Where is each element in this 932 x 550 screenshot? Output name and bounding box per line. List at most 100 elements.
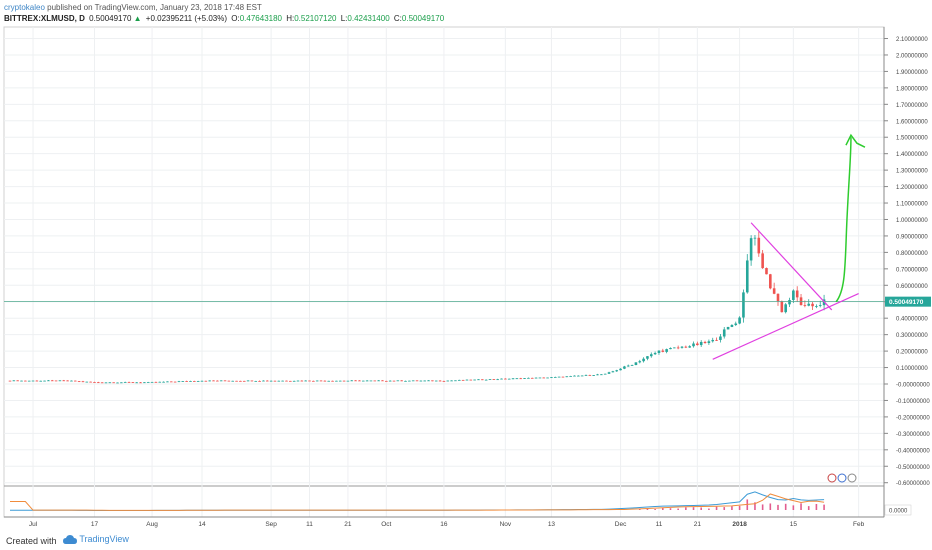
candle-body xyxy=(638,361,642,363)
candle-body xyxy=(707,341,711,343)
candle-body xyxy=(619,368,622,371)
event-flag-icon[interactable] xyxy=(837,473,847,483)
candle-body xyxy=(377,380,380,382)
candle-body xyxy=(742,292,745,318)
candle-body xyxy=(265,380,269,382)
candle-body xyxy=(400,380,403,382)
candle-body xyxy=(250,380,254,382)
candle-body xyxy=(216,380,219,382)
price-tick-label: 0.10000000 xyxy=(896,366,928,372)
tradingview-label: TradingView xyxy=(79,534,129,544)
projection-arrow[interactable] xyxy=(835,137,852,303)
price-tick-label: -0.30000000 xyxy=(896,432,930,438)
candle-body xyxy=(54,380,58,382)
candle-body xyxy=(427,380,430,382)
candle-body xyxy=(753,237,757,239)
price-tick-label: 1.20000000 xyxy=(896,185,928,191)
candle-body xyxy=(676,347,680,349)
histogram-bar xyxy=(669,508,672,510)
histogram-bar xyxy=(708,508,710,510)
price-tick-label: 0.30000000 xyxy=(896,333,928,339)
candle-body xyxy=(607,372,611,374)
candle-body xyxy=(143,382,146,384)
candle-body xyxy=(323,380,327,382)
cloud-icon xyxy=(63,534,77,544)
candle-body xyxy=(346,380,350,382)
symbol-label: BITTREX:XLMUSD, D xyxy=(4,14,85,23)
price-tick-label: 0.60000000 xyxy=(896,284,928,290)
price-tick-label: 0.70000000 xyxy=(896,267,928,273)
event-flag-icon[interactable] xyxy=(827,473,837,483)
time-tick-label: 21 xyxy=(694,521,702,528)
price-tick-label: 2.00000000 xyxy=(896,53,928,59)
candle-body xyxy=(354,380,357,382)
candle-body xyxy=(488,379,492,380)
candle-body xyxy=(477,379,480,381)
time-tick-label: Aug xyxy=(146,521,158,528)
candle-body xyxy=(615,370,619,372)
price-tick-label: 1.50000000 xyxy=(896,136,928,142)
ascending-trendline[interactable] xyxy=(712,292,859,360)
candle-body xyxy=(653,352,657,355)
price-chart[interactable]: 2.10000000 2.00000000 1.90000000 1.80000000… xyxy=(0,0,932,532)
last-price-label: 0.50049170 xyxy=(889,299,924,306)
low-label: L: xyxy=(340,14,348,23)
candle-body xyxy=(473,379,476,381)
candle-body xyxy=(277,380,281,382)
candle-body xyxy=(761,253,764,269)
time-tick-label: 13 xyxy=(548,521,556,528)
histogram-bar xyxy=(723,507,726,510)
histogram-bar xyxy=(677,508,679,510)
candle-body xyxy=(196,381,200,382)
histogram-bar xyxy=(654,509,656,510)
candle-body xyxy=(219,380,223,382)
candle-body xyxy=(538,377,542,379)
candle-body xyxy=(431,380,434,382)
last-price: 0.50049170 xyxy=(89,14,132,23)
indicator-value-label: 0.0000 xyxy=(889,509,908,515)
candle-body xyxy=(542,377,546,379)
candle-body xyxy=(120,382,123,384)
time-tick-label: 11 xyxy=(306,521,313,528)
candle-body xyxy=(70,380,73,382)
candle-body xyxy=(803,305,807,306)
candle-body xyxy=(177,381,181,383)
candle-body xyxy=(100,382,104,384)
event-flag-icon[interactable] xyxy=(847,473,857,483)
candle-body xyxy=(792,290,795,300)
histogram-bar xyxy=(692,507,695,510)
candle-body xyxy=(331,380,334,382)
candle-body xyxy=(296,380,300,382)
candle-body xyxy=(530,377,534,379)
candle-body xyxy=(150,381,154,383)
candle-body xyxy=(626,365,630,367)
candle-body xyxy=(642,358,645,362)
candle-body xyxy=(146,382,150,383)
candle-body xyxy=(745,260,749,293)
candle-body xyxy=(385,380,388,382)
author-link[interactable]: cryptokaleo xyxy=(4,3,45,12)
candle-body xyxy=(584,374,588,376)
candle-body xyxy=(258,380,261,382)
candle-body xyxy=(254,380,258,382)
candle-body xyxy=(89,381,92,383)
candle-body xyxy=(319,380,323,382)
candle-body xyxy=(289,380,292,382)
candle-body xyxy=(404,380,407,382)
tradingview-logo[interactable]: TradingView xyxy=(63,534,129,545)
candle-body xyxy=(634,362,638,366)
candle-body xyxy=(657,350,661,353)
price-tick-label: 1.30000000 xyxy=(896,169,928,175)
candle-body xyxy=(765,268,768,275)
candle-body xyxy=(97,382,100,384)
time-tick-label: 14 xyxy=(198,521,206,528)
candle-body xyxy=(127,382,131,383)
candle-body xyxy=(699,341,703,346)
candle-body xyxy=(446,380,450,382)
descending-trendline[interactable] xyxy=(750,222,833,311)
candle-body xyxy=(77,381,81,383)
price-tick-label: 1.00000000 xyxy=(896,218,928,224)
candle-body xyxy=(365,380,369,382)
candle-body xyxy=(669,347,672,350)
candle-body xyxy=(185,381,188,382)
